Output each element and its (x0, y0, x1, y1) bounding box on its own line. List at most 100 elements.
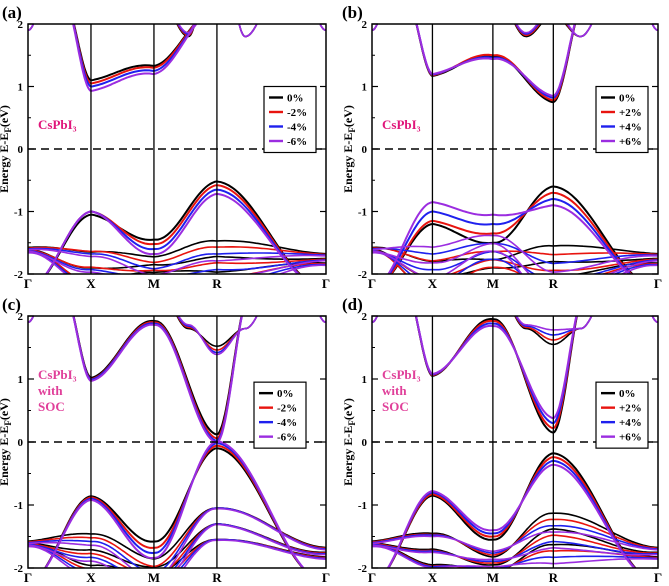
legend-entry: 0% (287, 93, 304, 105)
x-tick-label: Γ (322, 570, 330, 585)
legend-entry: -2% (287, 107, 307, 119)
lower-valence-band-1--6% (28, 248, 326, 274)
gamma-band-left-+4% (372, 24, 379, 32)
gamma-band-right--2% (319, 24, 326, 32)
y-axis-label: Energy E-EF(eV) (0, 105, 13, 193)
material-label: with (382, 383, 407, 398)
gamma-band-right-0% (319, 24, 326, 32)
material-label: SOC (382, 399, 409, 414)
legend-entry: -4% (277, 417, 297, 429)
legend: 0% -2% -4% -6% (263, 85, 317, 154)
x-tick-label: Γ (322, 276, 330, 291)
x-tick-label: Γ (654, 276, 662, 291)
y-tick-label: -2 (358, 563, 368, 575)
gamma-band-right-+2% (651, 24, 658, 32)
lower-valence-band-2--6% (28, 523, 326, 568)
valence-band--6% (44, 192, 300, 274)
legend: 0% +2% +4% +6% (595, 381, 649, 449)
legend-entry: -4% (287, 122, 307, 134)
panel-a: -2 -1 0 1 2 Γ X M R Γ Energy E-EF(eV) (a) CsPbI₃ 0% -2… (0, 3, 330, 291)
y-tick-label: 0 (362, 437, 368, 449)
panel-d: -2 -1 0 1 2 Γ X M R Γ Energy E-EF(eV) (d) CsPbI₃with… (341, 295, 662, 585)
panel-c: -2 -1 0 1 2 Γ X M R Γ Energy E-EF(eV) (c) CsPbI₃with… (0, 295, 330, 585)
x-tick-label: X (428, 570, 438, 585)
gamma-band-left--2% (28, 24, 35, 32)
legend-entry: 0% (277, 388, 294, 400)
gamma-band-right-0% (651, 24, 658, 32)
panel-label: (b) (342, 3, 363, 22)
y-tick-label: 2 (362, 19, 368, 31)
x-tick-label: R (212, 570, 222, 585)
material-label: CsPbI₃ (38, 367, 77, 382)
material-label: with (38, 383, 63, 398)
gamma-band-right-+6% (651, 316, 658, 324)
y-tick-label: -2 (358, 269, 368, 281)
y-tick-label: 1 (18, 374, 24, 386)
gamma-band-right--6% (319, 24, 326, 32)
gamma-band-left-+6% (372, 24, 379, 32)
y-tick-label: 1 (18, 82, 24, 94)
x-tick-label: Γ (654, 570, 662, 585)
x-tick-label: R (212, 276, 222, 291)
x-tick-label: Γ (24, 570, 32, 585)
legend-entry: 0% (619, 93, 636, 105)
x-tick-label: X (428, 276, 438, 291)
legend-entry: -6% (277, 432, 297, 444)
legend-entry: +2% (619, 107, 642, 119)
y-tick-label: 1 (362, 82, 368, 94)
x-tick-label: M (487, 570, 499, 585)
gamma-band-left-+2% (372, 24, 379, 32)
gamma-band-left--4% (28, 24, 35, 32)
gamma-band-right--4% (319, 24, 326, 32)
y-tick-label: -1 (358, 500, 367, 512)
legend: 0% +2% +4% +6% (595, 85, 649, 154)
panel-label: (c) (2, 295, 21, 314)
gamma-band-right-+4% (651, 24, 658, 32)
legend-entry: +6% (619, 432, 642, 444)
x-tick-label: R (549, 570, 559, 585)
y-tick-label: 2 (18, 311, 24, 323)
panel-label: (d) (342, 295, 363, 314)
material-label: CsPbI₃ (38, 117, 77, 132)
lower-valence-band-2--4% (28, 249, 326, 274)
material-label: CsPbI₃ (382, 367, 421, 382)
y-tick-label: 0 (18, 437, 24, 449)
gamma-band-left--6% (28, 24, 35, 32)
y-tick-label: -2 (14, 269, 24, 281)
panel-b: -2 -1 0 1 2 Γ X M R Γ Energy E-EF(eV) (b) CsPbI₃ 0% +2… (341, 3, 662, 291)
x-tick-label: X (86, 276, 96, 291)
legend-entry: +4% (619, 417, 642, 429)
gamma-band-left--6% (28, 316, 35, 324)
x-tick-label: M (148, 276, 160, 291)
y-tick-label: -1 (14, 500, 23, 512)
panel-label: (a) (2, 3, 22, 22)
legend-entry: +2% (619, 403, 642, 415)
y-tick-label: -2 (14, 563, 24, 575)
gamma-band-right--6% (319, 316, 326, 324)
legend-entry: +6% (619, 136, 642, 148)
y-tick-label: 0 (18, 144, 24, 156)
gamma-band-left-+6% (372, 316, 379, 324)
x-tick-label: Γ (368, 570, 376, 585)
lower-valence-band-3-0% (372, 249, 658, 274)
gamma-band-right-+6% (651, 24, 658, 32)
lower-valence-band-3-+4% (372, 544, 658, 568)
gamma-band-left-0% (28, 24, 35, 32)
legend: 0% -2% -4% -6% (253, 381, 307, 449)
y-axis-label: Energy E-EF(eV) (341, 105, 357, 193)
y-tick-label: 1 (362, 374, 368, 386)
legend-entry: +4% (619, 122, 642, 134)
x-tick-label: M (148, 570, 160, 585)
legend-entry: -2% (277, 403, 297, 415)
material-label: SOC (38, 399, 65, 414)
gamma-band-left-0% (372, 24, 379, 32)
material-label: CsPbI₃ (382, 117, 421, 132)
x-tick-label: Γ (24, 276, 32, 291)
y-tick-label: 0 (362, 144, 368, 156)
legend-entry: 0% (619, 388, 636, 400)
y-tick-label: -1 (14, 207, 23, 219)
x-tick-label: Γ (368, 276, 376, 291)
x-tick-label: R (549, 276, 559, 291)
lower-valence-band-1--6% (28, 507, 326, 568)
